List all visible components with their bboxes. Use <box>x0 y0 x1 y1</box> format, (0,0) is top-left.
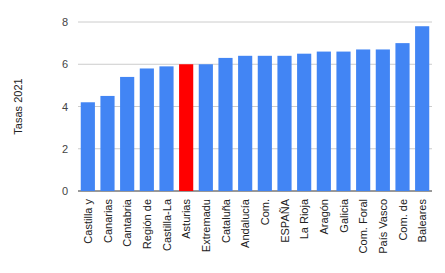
x-tick-label: Asturias <box>180 199 192 239</box>
bar <box>415 26 429 191</box>
x-tick-label: Galicia <box>338 198 350 233</box>
x-tick-label: ESPAÑA <box>279 198 291 242</box>
bar <box>317 52 331 191</box>
x-tick-label: Castilla y <box>82 199 94 244</box>
y-tick-label: 0 <box>62 185 68 197</box>
bar <box>179 64 193 191</box>
x-tick-label: País Vasco <box>377 199 389 254</box>
bar <box>100 96 114 191</box>
x-tick-label: Aragón <box>318 199 330 234</box>
x-tick-label: Castilla-La <box>161 198 173 251</box>
bar <box>140 68 154 191</box>
bar <box>199 64 213 191</box>
grid-line <box>78 22 432 23</box>
x-tick-label: Com. de <box>397 199 409 241</box>
bar <box>395 43 409 191</box>
y-tick-label: 8 <box>62 16 68 28</box>
chart: 0 2 4 6 8 Tasas 2021 Castilla y Canarias Cantabr… <box>0 0 445 273</box>
y-tick-label: 2 <box>62 143 68 155</box>
bar <box>376 49 390 191</box>
x-tick-label: Cantabria <box>121 198 133 247</box>
x-tick-label: Extremadu <box>200 199 212 252</box>
x-tick-label: Com. <box>259 199 271 225</box>
chart-container: 0 2 4 6 8 Tasas 2021 Castilla y Canarias Cantabr… <box>0 0 445 273</box>
y-axis-title: Tasas 2021 <box>12 78 24 134</box>
x-tick-label: Canarias <box>102 199 114 244</box>
bar <box>81 102 95 191</box>
bar <box>336 52 350 191</box>
bar <box>120 77 134 191</box>
bars <box>81 26 429 191</box>
x-tick-label: La Rioja <box>298 198 310 239</box>
bar <box>356 49 370 191</box>
x-tick-label: Región de <box>141 199 153 249</box>
x-tick-label: Baleares <box>416 199 428 243</box>
bar <box>258 56 272 191</box>
bar <box>159 66 173 191</box>
bar <box>218 58 232 191</box>
bar <box>277 56 291 191</box>
x-tick-label: Cataluña <box>220 198 232 243</box>
y-tick-label: 6 <box>62 58 68 70</box>
y-tick-label: 4 <box>62 101 68 113</box>
bar <box>297 54 311 191</box>
bar <box>238 56 252 191</box>
x-tick-label: Andalucía <box>239 198 251 248</box>
x-tick-label: Com. Foral <box>357 199 369 253</box>
